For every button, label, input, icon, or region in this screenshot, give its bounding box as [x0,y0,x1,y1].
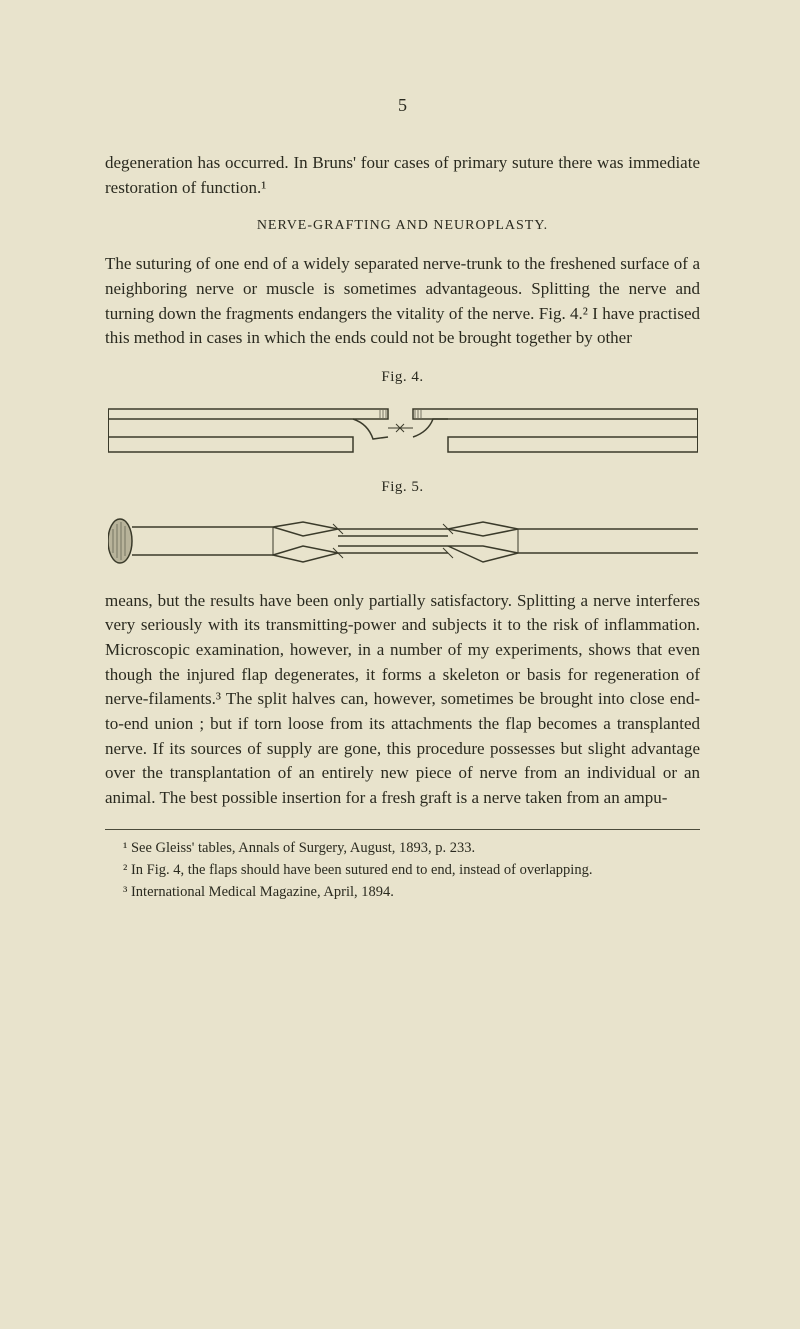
figure-5-svg [108,514,698,569]
paragraph-3: means, but the results have been only pa… [105,589,700,811]
figure-5 [105,514,700,569]
paragraph-2: The suturing of one end of a widely sepa… [105,252,700,351]
footnotes: ¹ See Gleiss' tables, Annals of Surgery,… [105,829,700,903]
footnote-2: ² In Fig. 4, the flaps should have been … [105,860,700,880]
footnote-1: ¹ See Gleiss' tables, Annals of Surgery,… [105,838,700,858]
figure-4 [105,404,700,459]
paragraph-1: degeneration has occurred. In Bruns' fou… [105,151,700,200]
figure-4-label: Fig. 4. [105,369,700,386]
page-number: 5 [105,95,700,116]
footnote-3: ³ International Medical Magazine, April,… [105,882,700,902]
section-heading: NERVE-GRAFTING AND NEUROPLASTY. [105,218,700,234]
figure-4-svg [108,404,698,459]
figure-5-label: Fig. 5. [105,479,700,496]
